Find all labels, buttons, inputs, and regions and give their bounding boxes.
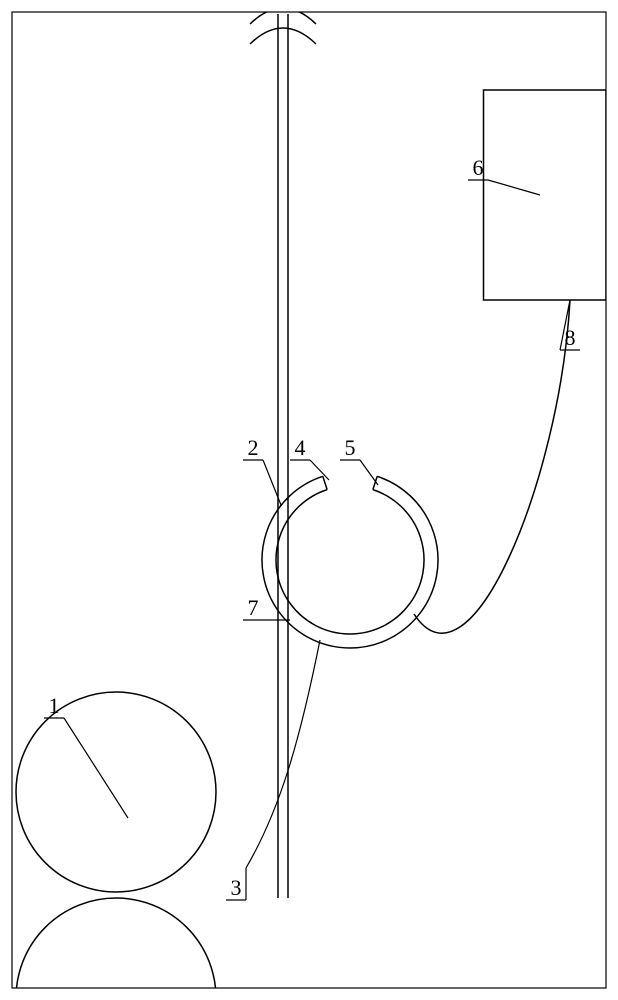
label-6-text: 6 — [473, 155, 484, 180]
label-3-text: 3 — [231, 875, 242, 900]
break-mark-lower — [250, 28, 316, 44]
c-ring-inner — [276, 490, 424, 634]
label-6-leader — [488, 180, 540, 195]
c-ring-endcap-left — [323, 476, 327, 489]
control-box — [484, 90, 607, 300]
label-1-text: 1 — [49, 693, 60, 718]
roller-top-circle — [16, 692, 216, 892]
label-1-leader — [64, 718, 128, 818]
outer-frame — [12, 12, 606, 988]
label-8-text: 8 — [565, 325, 576, 350]
label-2-text: 2 — [248, 435, 259, 460]
label-4-text: 4 — [295, 435, 306, 460]
diagram-canvas: 1 2 3 4 5 6 7 8 — [0, 0, 618, 1000]
roller-bottom-circle — [16, 898, 216, 1000]
label-5-text: 5 — [345, 435, 356, 460]
break-mark-upper — [250, 8, 316, 24]
label-5-leader — [360, 460, 378, 485]
label-7-text: 7 — [248, 595, 259, 620]
leader-3-curve — [246, 640, 320, 868]
connector-wire — [414, 300, 570, 633]
